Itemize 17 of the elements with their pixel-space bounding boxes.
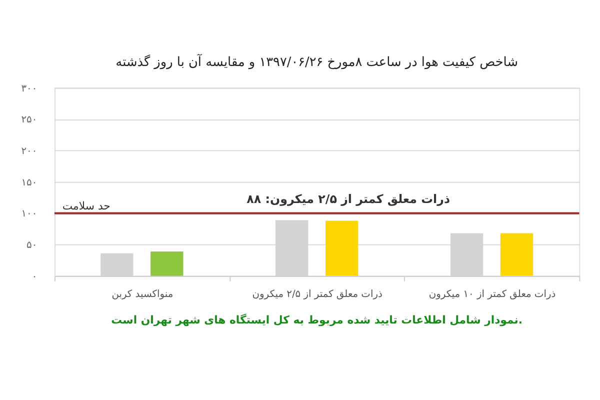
text: نمودار شامل اطلاعات تایید شده مربوط به کل ایستگاه های شهر تهران است.: [111, 313, 523, 326]
annotation: ذرات معلق کمتر از ۲/۵ میکرون: ۸۸: [246, 192, 450, 206]
y-tick-label: ۱۰۰: [21, 208, 38, 220]
y-tick-label: ۰: [32, 271, 38, 282]
x-tick-label: ذرات معلق کمتر از ۱۰ میکرون: [428, 289, 556, 300]
ref-line-label: حد سلامت: [62, 199, 110, 212]
x-tick-label: منواکسید کربن: [112, 289, 174, 300]
y-tick-label: ۱۵۰: [21, 177, 38, 188]
y-tick-label: ۲۰۰: [21, 146, 38, 157]
chart-title: شاخص کیفیت هوا در ساعت ۸مورخ ۱۳۹۷/۰۶/۲۶ و مقایسه آن با روز گذشته: [116, 53, 518, 70]
bar: [325, 220, 358, 276]
bar: [500, 233, 534, 276]
y-tick-label: ۲۵۰: [21, 114, 38, 126]
y-tick-label: ۵۰: [26, 240, 38, 252]
y-tick-label: ۳۰۰: [21, 83, 38, 94]
x-tick-label: ذرات معلق کمتر از ۲/۵ میکرون: [252, 289, 382, 300]
bar: [150, 251, 184, 276]
